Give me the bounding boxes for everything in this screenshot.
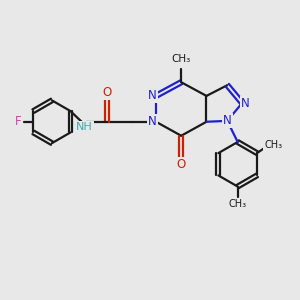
Text: F: F bbox=[15, 115, 21, 128]
Text: O: O bbox=[102, 86, 112, 99]
Text: N: N bbox=[223, 114, 232, 128]
Text: N: N bbox=[148, 89, 157, 102]
Text: N: N bbox=[241, 97, 250, 110]
Text: CH₃: CH₃ bbox=[172, 54, 191, 64]
Text: CH₃: CH₃ bbox=[264, 140, 282, 150]
Text: O: O bbox=[177, 158, 186, 171]
Text: CH₃: CH₃ bbox=[229, 199, 247, 209]
Text: N: N bbox=[148, 115, 157, 128]
Text: NH: NH bbox=[76, 122, 93, 132]
